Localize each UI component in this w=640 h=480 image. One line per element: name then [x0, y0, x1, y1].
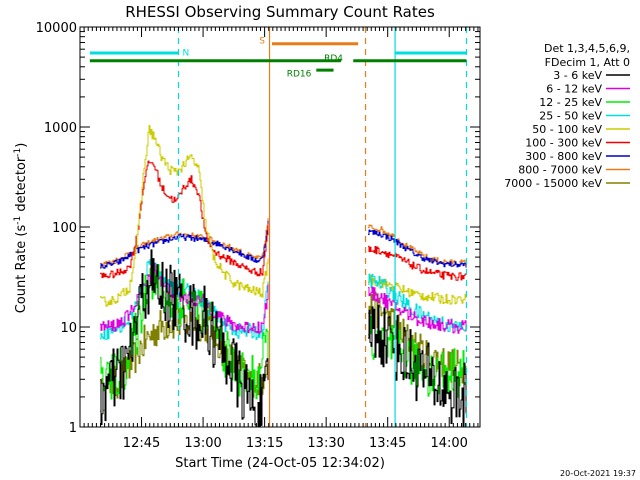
legend-item-label: 7000 - 15000 keV [504, 177, 602, 190]
series-line-50-100-kev-part-2 [368, 275, 467, 305]
x-tick-label: 13:45 [369, 436, 406, 451]
series-line-100-300-kev-part-2 [368, 245, 467, 281]
y-tick-label: 10 [60, 321, 77, 336]
series-line-12-25-kev-part-1 [100, 264, 269, 403]
x-tick-label: 13:00 [184, 436, 221, 451]
axes: 1 10 100 1000 10000 12:45 13:00 13:15 13:30 13:45… [36, 21, 480, 451]
y-axis-label-sup: -1 [13, 216, 23, 225]
flag-label-rd4: RD4 [324, 54, 343, 64]
series-line-25-50-kev-part-2 [368, 273, 467, 332]
series-line-300-800-kev-part-1 [100, 220, 269, 269]
y-tick-label: 10000 [36, 21, 77, 36]
y-tick-label: 1 [69, 421, 77, 436]
legend-item-label: 800 - 7000 keV [518, 164, 602, 177]
legend-header-line: FDecim 1, Att 0 [545, 56, 630, 69]
legend-item-label: 300 - 800 keV [525, 150, 602, 163]
flag-label-rd16: RD16 [287, 70, 312, 80]
y-tick-label: 100 [52, 221, 77, 236]
legend-item-label: 12 - 25 keV [539, 96, 602, 109]
flag-label-s: S [259, 36, 265, 46]
legend-item-label: 6 - 12 keV [546, 83, 602, 96]
y-axis-label-tail: detector [14, 156, 29, 216]
x-axis-label: Start Time (24-Oct-05 12:34:02) [175, 456, 385, 471]
series-line-3-6-kev-part-1 [100, 249, 269, 427]
legend: Det 1,3,4,5,6,9,FDecim 1, Att 03 - 6 keV… [504, 42, 630, 190]
x-tick-label: 13:15 [246, 436, 283, 451]
series-layer [100, 125, 467, 427]
timestamp: 20-Oct-2021 19:37 [560, 469, 636, 478]
flag-bars: N S RD4 RD16 [89, 36, 467, 80]
y-axis-label-sup2: -1 [13, 148, 23, 157]
x-tick-label: 14:00 [430, 436, 467, 451]
legend-item-label: 100 - 300 keV [525, 137, 602, 150]
y-axis-label-main: Count Rate (s [14, 225, 29, 314]
y-axis-label: Count Rate (s-1 detector-1) [13, 143, 29, 314]
series-line-3-6-kev-part-2 [368, 304, 467, 427]
legend-item-label: 3 - 6 keV [553, 69, 602, 82]
series-line-6-12-kev-part-2 [368, 286, 467, 334]
series-line-800-7000-kev-part-2 [368, 224, 467, 267]
legend-item-label: 50 - 100 keV [532, 123, 602, 136]
series-line-300-800-kev-part-2 [368, 229, 467, 268]
flag-label-n: N [182, 48, 189, 58]
series-line-100-300-kev-part-1 [100, 160, 269, 279]
series-line-800-7000-kev-part-1 [100, 218, 269, 268]
legend-item-label: 25 - 50 keV [539, 110, 602, 123]
legend-header-line: Det 1,3,4,5,6,9, [544, 42, 630, 55]
event-lines [177, 27, 468, 427]
series-line-6-12-kev-part-1 [100, 262, 269, 334]
x-tick-label: 12:45 [123, 436, 160, 451]
x-tick-label: 13:30 [307, 436, 344, 451]
chart-title: RHESSI Observing Summary Count Rates [125, 3, 435, 21]
series-line-50-100-kev-part-1 [100, 125, 269, 307]
y-axis-label-end: ) [14, 143, 29, 148]
y-tick-label: 1000 [44, 121, 77, 136]
